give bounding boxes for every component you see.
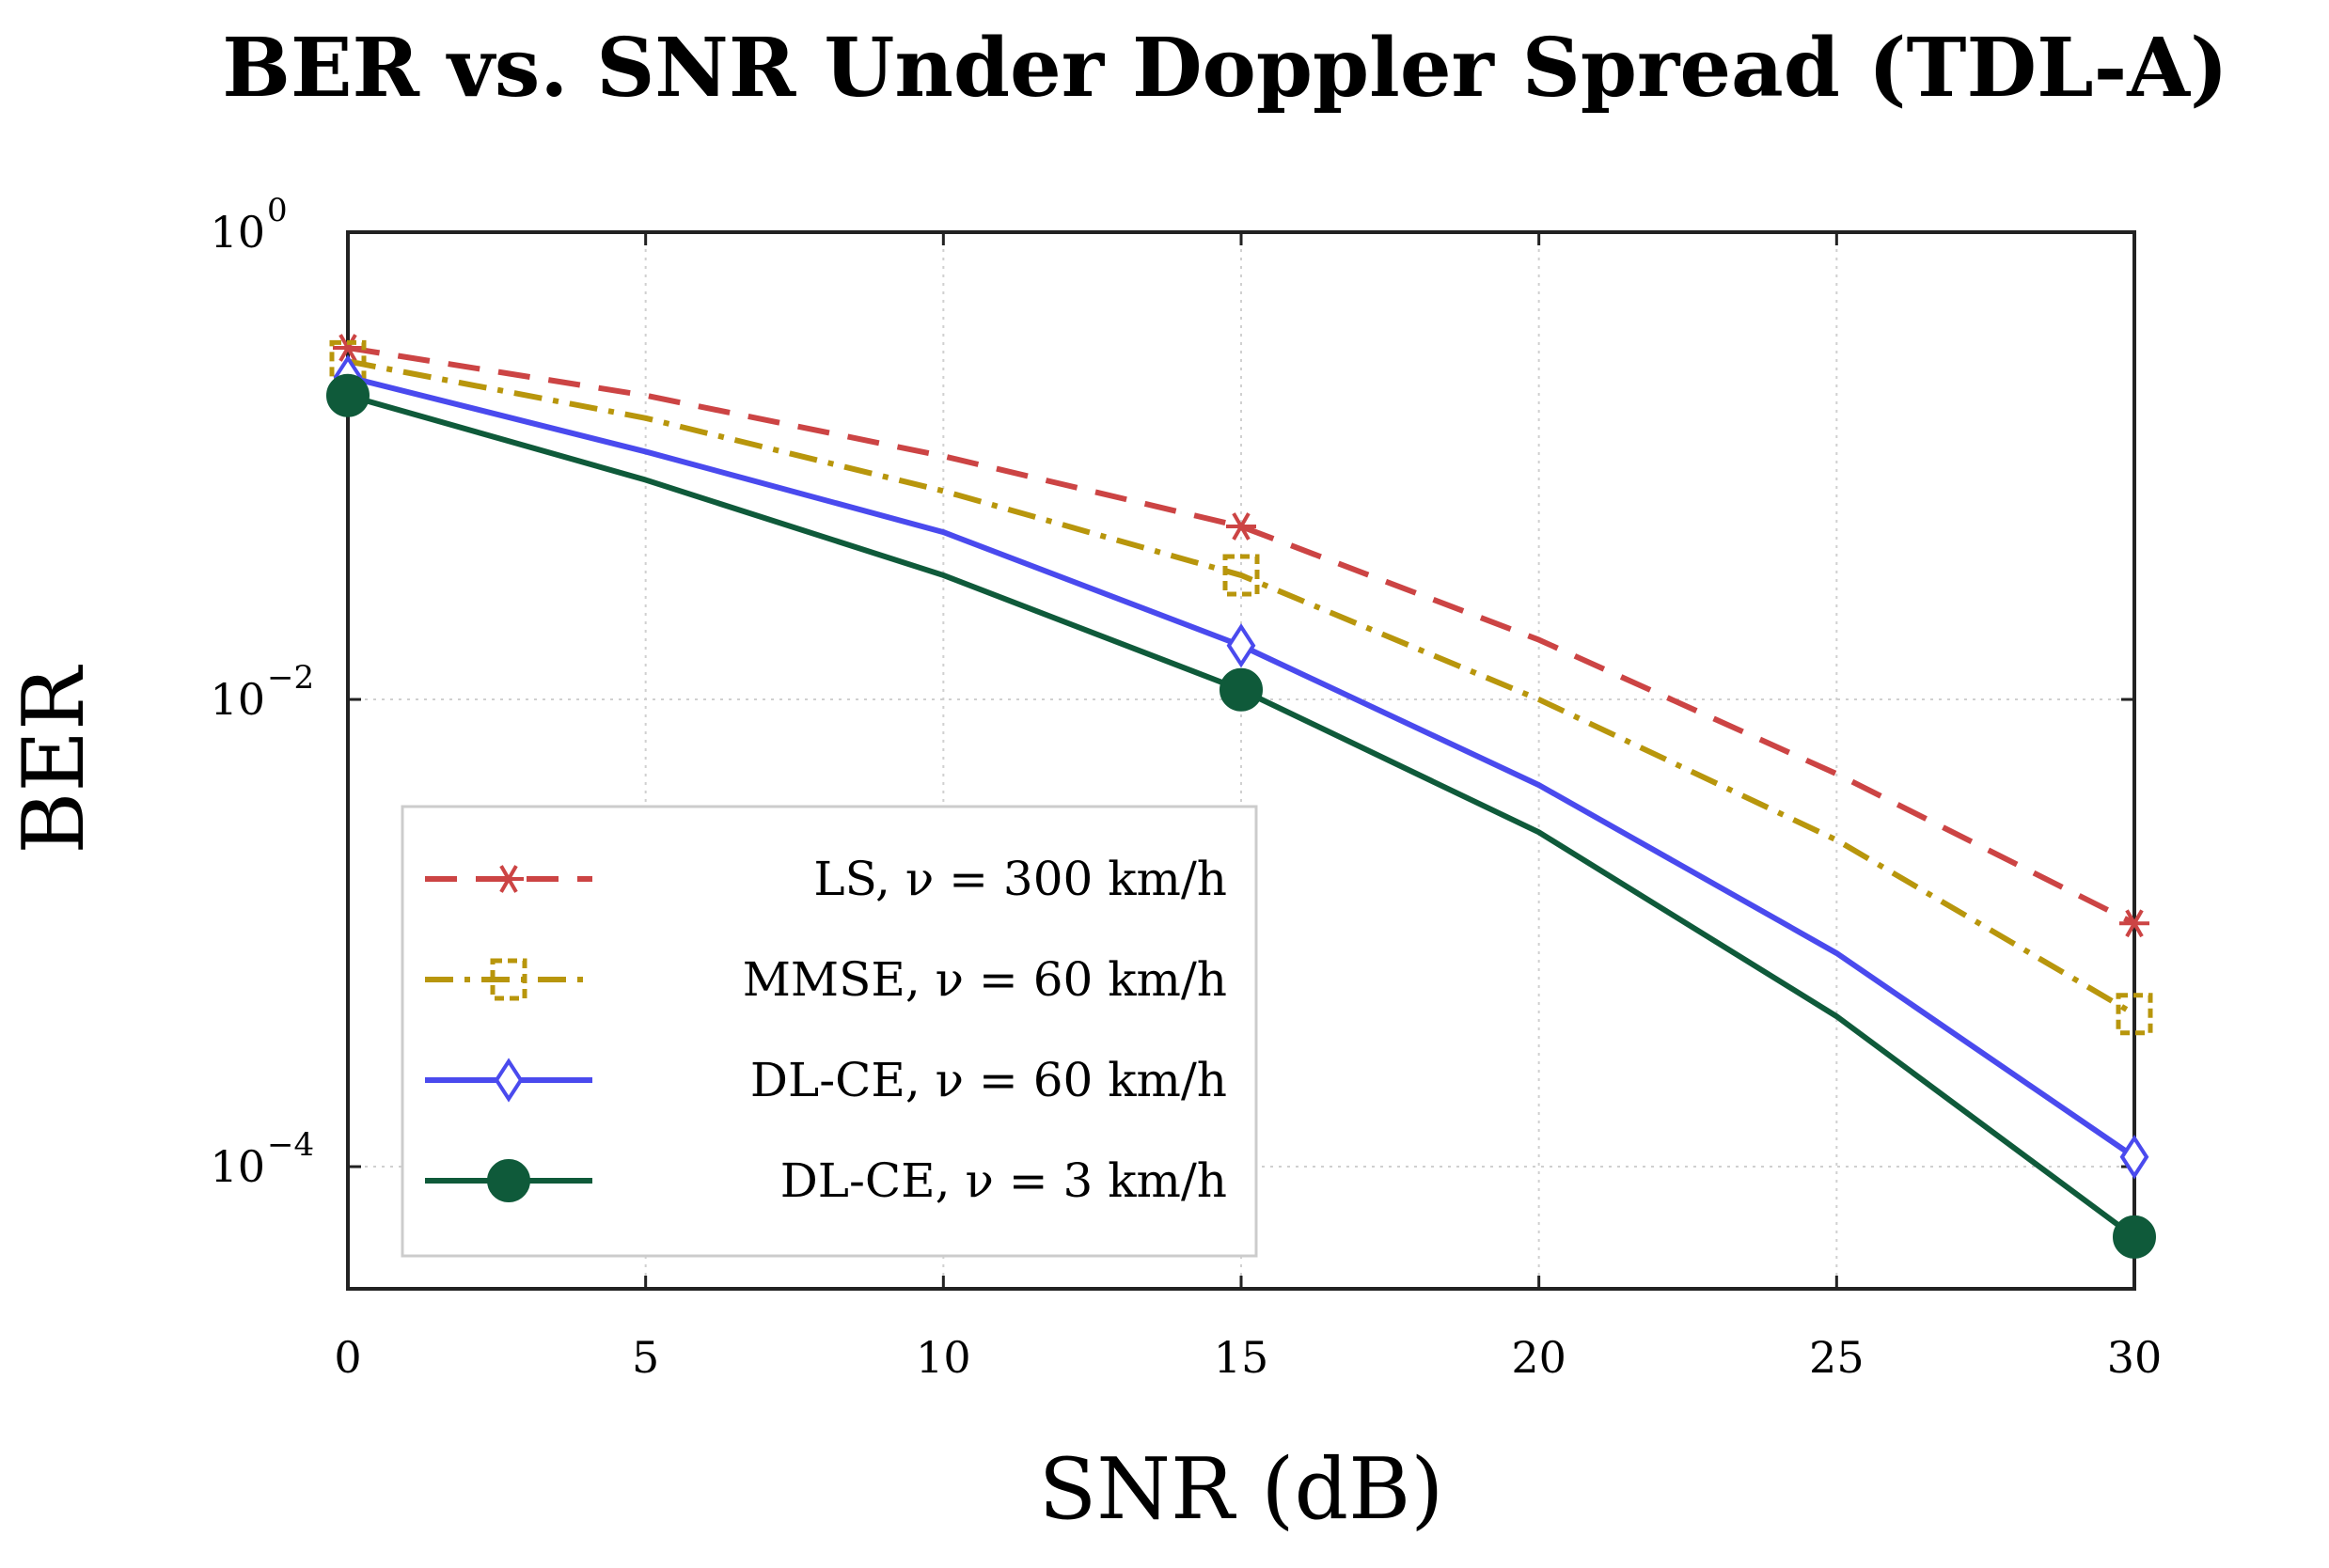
marker-square: [329, 339, 367, 383]
x-tick-label: 25: [1809, 1332, 1865, 1383]
marker-square: [2116, 993, 2153, 1036]
marker-circle: [487, 1159, 530, 1202]
marker-circle: [2113, 1215, 2156, 1259]
legend-label: LS, ν = 300 km/h: [813, 852, 1227, 906]
marker-diamond: [494, 1058, 524, 1103]
x-tick-label: 0: [334, 1332, 361, 1383]
y-tick-label-base: 10: [210, 207, 265, 258]
legend-label: DL-CE, ν = 3 km/h: [780, 1153, 1227, 1208]
legend-entry: DL-CE, ν = 3 km/h: [425, 1153, 1227, 1208]
x-tick-label: 5: [632, 1332, 659, 1383]
marker-diamond: [2119, 1135, 2149, 1180]
marker-square: [490, 958, 527, 1001]
series-line: [347, 358, 2136, 1017]
x-axis-label: SNR (dB): [1039, 1440, 1444, 1539]
legend-entry: MMSE, ν = 60 km/h: [425, 952, 1227, 1007]
x-tick-label: 20: [1511, 1332, 1566, 1383]
marker-star: [333, 334, 363, 362]
marker-star: [494, 865, 524, 893]
x-tick-label: 15: [1214, 1332, 1269, 1383]
y-tick-label-exponent: −4: [267, 1126, 314, 1164]
marker-star: [2119, 909, 2149, 938]
y-tick-label-base: 10: [210, 1141, 265, 1192]
marker-star-stroke: [1232, 512, 1251, 541]
marker-star: [1226, 512, 1256, 541]
series-layer: [326, 334, 2156, 1259]
x-tick-label: 10: [916, 1332, 971, 1383]
marker-star-stroke: [499, 865, 518, 893]
legend-entry: DL-CE, ν = 60 km/h: [425, 1053, 1227, 1107]
legend: LS, ν = 300 km/h MMSE, ν = 60 km/h DL-CE, …: [401, 805, 1258, 1258]
legend-entry: LS, ν = 300 km/h: [425, 852, 1227, 906]
marker-square: [1222, 554, 1260, 597]
y-axis-label: BER: [5, 665, 103, 855]
marker-circle: [1220, 667, 1263, 712]
series-4: [326, 373, 2156, 1259]
marker-star-stroke: [2125, 909, 2144, 938]
series-3: [333, 354, 2149, 1180]
y-tick-label-exponent: −2: [267, 659, 314, 697]
x-tick-label: 30: [2107, 1332, 2163, 1383]
legend-label: DL-CE, ν = 60 km/h: [750, 1053, 1227, 1107]
marker-circle: [326, 373, 370, 417]
chart-title: BER vs. SNR Under Doppler Spread (TDL-A): [222, 21, 2227, 116]
y-tick-label-base: 10: [210, 674, 265, 725]
legend-label: MMSE, ν = 60 km/h: [743, 952, 1227, 1007]
series-1: [333, 334, 2149, 938]
marker-diamond: [1226, 623, 1256, 668]
y-tick-label-exponent: 0: [267, 192, 288, 229]
marker-star-stroke: [338, 334, 357, 362]
series-2: [329, 339, 2153, 1036]
